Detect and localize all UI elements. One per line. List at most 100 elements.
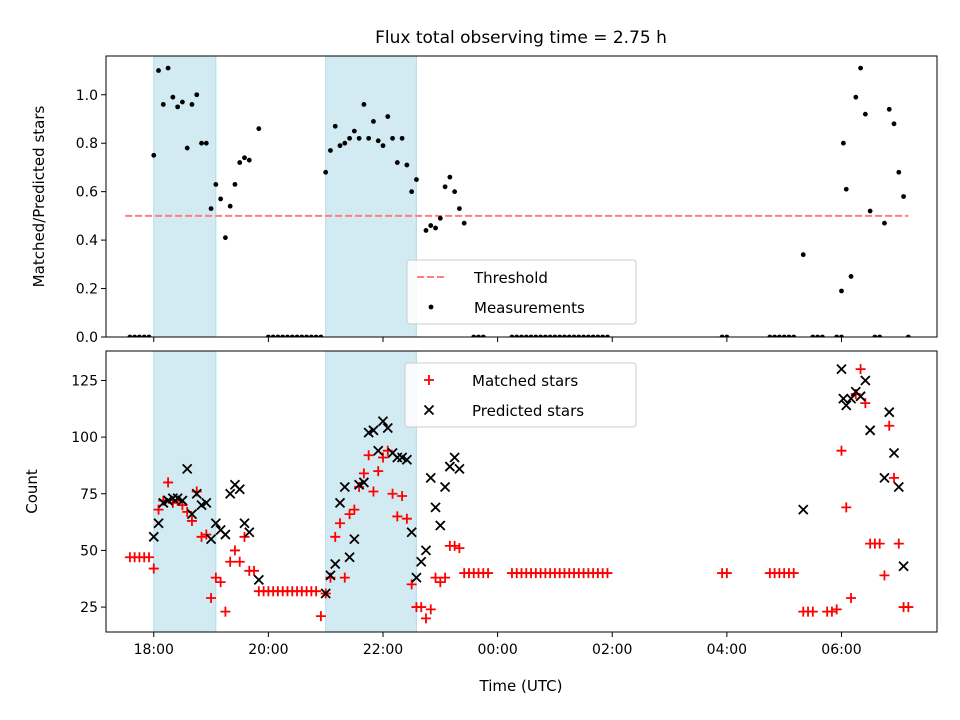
legend-measurement-swatch (428, 304, 434, 310)
measurement-point (901, 194, 906, 199)
measurement-point (791, 334, 797, 337)
measurement-point (523, 334, 529, 337)
matched-point (186, 515, 197, 526)
matched-point (249, 565, 260, 576)
matched-point (373, 466, 384, 477)
measurement-point (839, 288, 844, 294)
legend-box (406, 259, 637, 325)
matched-point (420, 613, 431, 624)
y-tick-label: 0.2 (76, 282, 98, 298)
measurement-point (256, 126, 262, 132)
measurement-point (566, 334, 572, 337)
matched-point (831, 604, 842, 615)
measurement-point (265, 334, 271, 337)
predicted-point (411, 572, 422, 583)
measurement-point (862, 111, 868, 117)
legend-matched-swatch (424, 375, 434, 385)
measurement-point (781, 334, 787, 337)
matched-point (889, 472, 900, 483)
shaded-interval (153, 55, 217, 338)
predicted-point (358, 477, 370, 488)
measurement-point (519, 334, 524, 337)
predicted-point (454, 463, 465, 474)
measurement-point (547, 334, 553, 337)
legend-predicted-swatch (423, 404, 435, 416)
measurement-point (719, 334, 725, 337)
x-tick-label: 00:00 (477, 642, 517, 658)
predicted-point (239, 518, 250, 529)
measurement-point (146, 334, 152, 337)
matched-point (425, 604, 436, 615)
predicted-point (416, 556, 427, 567)
measurement-point (366, 135, 372, 141)
predicted-point (205, 533, 217, 545)
legend: Matched stars Predicted stars (404, 362, 637, 428)
measurement-point (199, 140, 204, 146)
matched-point (215, 577, 226, 588)
y-axis-label: Count (23, 469, 41, 514)
predicted-point (430, 502, 441, 513)
measurement-point (180, 99, 185, 105)
predicted-point (420, 545, 432, 556)
legend: Threshold Measurements (406, 259, 637, 325)
measurement-point (318, 334, 324, 337)
matched-point (836, 445, 847, 456)
predicted-point (339, 481, 350, 493)
measurement-point (905, 334, 911, 337)
measurement-point (819, 334, 825, 337)
measurement-point (337, 143, 343, 149)
measurement-point (208, 206, 214, 212)
measurement-point (371, 119, 376, 124)
matched-point (454, 543, 465, 554)
measurement-point (189, 102, 195, 107)
predicted-point (841, 400, 852, 411)
measurement-point (294, 334, 300, 337)
matched-point (884, 420, 895, 431)
predicted-point (879, 472, 890, 484)
matched-point (148, 563, 159, 574)
predicted-point (855, 391, 866, 402)
matched-point (201, 529, 212, 540)
measurement-point (877, 334, 883, 337)
measurement-point (175, 104, 181, 110)
measurement-point (839, 334, 844, 337)
measurement-point (299, 334, 305, 337)
predicted-point (344, 552, 355, 563)
predicted-point (253, 574, 264, 586)
matched-point (330, 531, 341, 542)
measurement-point (571, 334, 577, 337)
measurement-point (423, 228, 429, 233)
measurement-point (304, 334, 309, 337)
predicted-point (368, 425, 379, 436)
measurement-point (280, 334, 286, 337)
matched-point (826, 606, 837, 617)
measurement-point (437, 215, 443, 221)
predicted-point (148, 531, 159, 542)
markers (127, 65, 911, 337)
measurement-point (810, 334, 816, 337)
measurement-point (394, 160, 400, 165)
measurement-point (342, 140, 348, 146)
matched-point (855, 364, 866, 375)
y-tick-label: 50 (80, 543, 98, 559)
predicted-point (182, 463, 193, 474)
matched-point (406, 579, 417, 590)
y-tick-label: 0.0 (76, 330, 98, 346)
measurement-point (562, 334, 567, 337)
predicted-point (234, 484, 245, 495)
y-tick-label: 0.4 (76, 233, 98, 249)
predicted-point (349, 533, 360, 545)
measurement-point (409, 189, 415, 195)
matched-point (225, 556, 236, 567)
matched-point (210, 572, 221, 583)
measurement-point (886, 106, 892, 112)
measurement-point (538, 334, 544, 337)
y-tick-label: 25 (80, 600, 98, 616)
measurement-point (867, 208, 873, 214)
predicted-point (449, 452, 460, 463)
predicted-point (444, 461, 455, 472)
predicted-point (244, 527, 255, 538)
measurement-point (141, 334, 147, 337)
matched-point (807, 606, 818, 617)
